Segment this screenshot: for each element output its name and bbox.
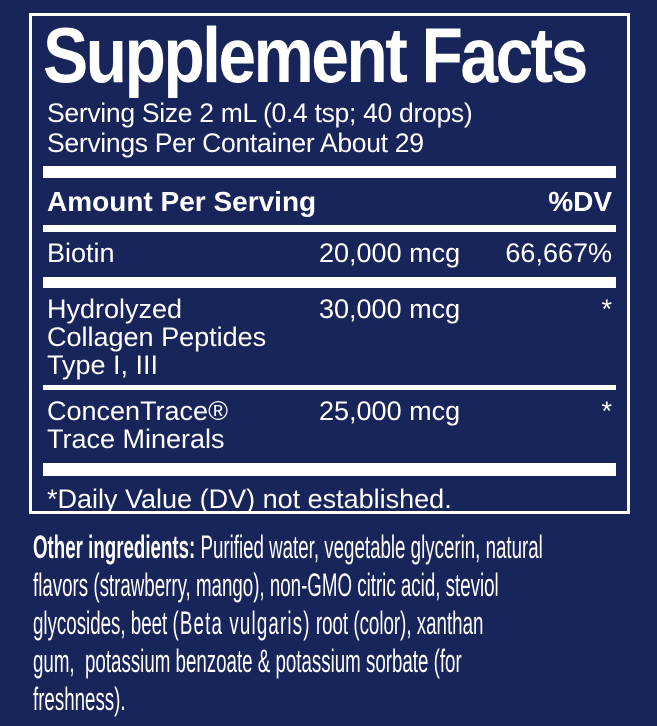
ingredient-amount: 20,000 mcg: [319, 238, 461, 268]
ingredient-row-biotin: Biotin 20,000 mcg 66,667%: [43, 239, 616, 267]
serving-info: Serving Size 2 mL (0.4 tsp; 40 drops) Se…: [43, 98, 616, 158]
panel-title: Supplement Facts: [43, 13, 588, 99]
separator-top-thick: [43, 166, 616, 178]
ingredient-name: Biotin: [47, 238, 115, 268]
amount-per-serving-header: Amount Per Serving: [47, 186, 317, 217]
daily-value-footnote: *Daily Value (DV) not established.: [47, 484, 452, 514]
separator-under-header: [43, 225, 616, 232]
servings-per-container-line: Servings Per Container About 29: [47, 128, 424, 158]
other-ingredients-text: root (color), xanthan gum, potassium ben…: [33, 605, 484, 717]
ingredient-name: Hydrolyzed Collagen Peptides Type I, III: [47, 294, 267, 380]
ingredient-amount: 25,000 mcg: [319, 396, 461, 426]
other-ingredients-text: Purified water, vegetable glycerin, natu…: [33, 529, 543, 641]
serving-size-line: Serving Size 2 mL (0.4 tsp; 40 drops): [47, 98, 473, 128]
other-ingredients-label: Other ingredients:: [33, 529, 196, 565]
ingredient-row-trace-minerals: ConcenTrace® Trace Minerals 25,000 mcg *: [43, 397, 616, 453]
other-ingredients-paragraph: Other ingredients: Purified water, veget…: [33, 528, 653, 718]
separator-under-biotin: [43, 277, 616, 288]
ingredient-row-collagen: Hydrolyzed Collagen Peptides Type I, III…: [43, 295, 616, 379]
table-header-row: Amount Per Serving %DV: [43, 186, 616, 218]
ingredient-amount: 30,000 mcg: [319, 294, 461, 324]
ingredient-dv: 66,667%: [505, 238, 612, 268]
separator-bottom-thick: [43, 463, 616, 476]
supplement-facts-panel: Supplement Facts Serving Size 2 mL (0.4 …: [29, 13, 630, 514]
ingredient-dv: *: [601, 396, 612, 426]
botanical-name: (Beta vulgaris): [172, 605, 311, 641]
separator-under-collagen: [43, 385, 616, 390]
percent-dv-header: %DV: [548, 186, 612, 217]
ingredient-name: ConcenTrace® Trace Minerals: [47, 396, 228, 454]
ingredient-dv: *: [601, 294, 612, 324]
